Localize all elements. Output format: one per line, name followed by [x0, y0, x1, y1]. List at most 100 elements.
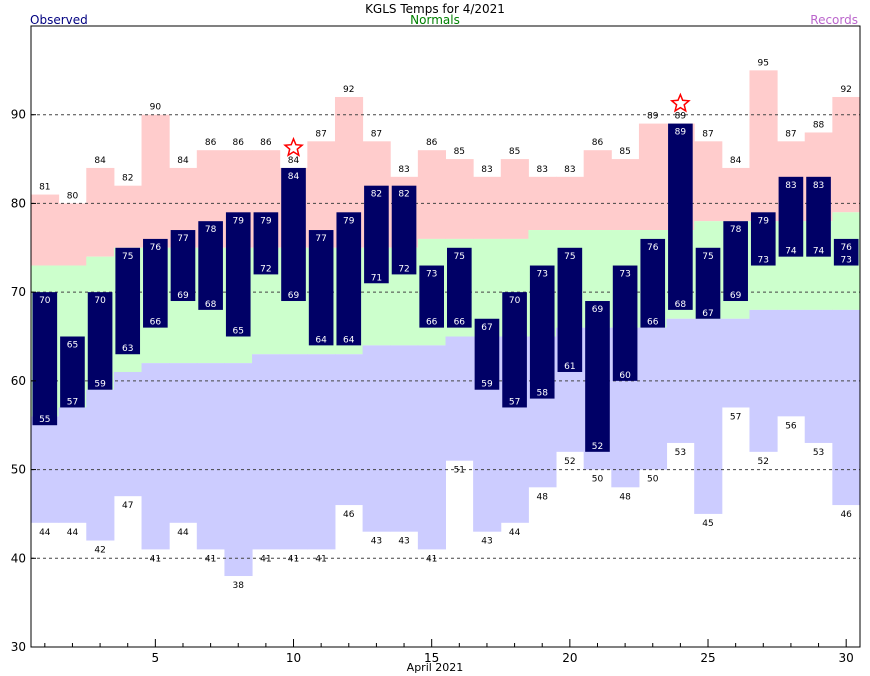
record-high-label: 89	[647, 112, 659, 122]
observed-high-label: 69	[592, 305, 604, 315]
observed-high-label: 73	[536, 270, 547, 280]
observed-bar	[474, 318, 500, 390]
observed-bar	[778, 176, 804, 257]
observed-low-label: 59	[481, 380, 493, 390]
y-tick-label: 30	[11, 640, 26, 654]
y-tick-label: 70	[11, 285, 26, 299]
observed-bar	[750, 212, 776, 266]
observed-bar	[833, 238, 859, 266]
record-low-label: 41	[315, 554, 326, 564]
record-low-label: 51	[454, 466, 465, 476]
observed-low-label: 71	[371, 273, 382, 283]
record-low-label: 53	[813, 448, 824, 458]
observed-low-label: 66	[647, 318, 659, 328]
observed-bar	[170, 230, 196, 302]
observed-low-label: 67	[702, 309, 713, 319]
record-low-band	[390, 345, 419, 532]
record-low-label: 52	[758, 457, 769, 467]
record-high-label: 80	[67, 191, 79, 201]
observed-bar	[336, 212, 362, 346]
record-high-label: 87	[315, 129, 326, 139]
record-low-band	[169, 363, 198, 523]
y-tick-label: 90	[11, 108, 26, 122]
record-high-band	[611, 159, 640, 231]
observed-low-label: 66	[150, 318, 162, 328]
observed-bar	[668, 123, 693, 310]
observed-bar	[640, 238, 666, 328]
observed-low-label: 59	[94, 380, 106, 390]
observed-bar	[364, 185, 389, 284]
y-tick-label: 80	[11, 196, 26, 210]
record-low-label: 47	[122, 501, 133, 511]
record-low-label: 44	[39, 528, 51, 538]
y-tick-label: 50	[11, 463, 26, 477]
record-low-label: 43	[481, 537, 492, 547]
observed-low-label: 73	[758, 256, 769, 266]
record-low-band	[141, 363, 170, 550]
x-tick-label: 25	[700, 651, 715, 665]
record-high-label: 86	[233, 138, 245, 148]
record-high-band	[417, 150, 446, 239]
record-low-band	[252, 354, 281, 550]
record-high-label: 90	[150, 103, 162, 113]
observed-high-label: 77	[315, 234, 326, 244]
x-tick-label: 20	[562, 651, 577, 665]
observed-high-label: 79	[233, 216, 245, 226]
observed-high-label: 76	[647, 243, 659, 253]
record-low-band	[362, 345, 391, 532]
observed-low-label: 55	[39, 415, 50, 425]
record-high-band	[307, 141, 336, 248]
observed-high-label: 75	[122, 252, 133, 262]
record-low-label: 38	[233, 581, 245, 591]
observed-bar	[281, 167, 306, 302]
observed-high-label: 83	[785, 181, 796, 191]
record-low-band	[638, 327, 668, 470]
observed-high-label: 70	[39, 296, 51, 306]
observed-low-label: 60	[619, 371, 631, 381]
record-low-label: 45	[702, 519, 713, 529]
observed-low-label: 68	[675, 300, 687, 310]
observed-low-label: 69	[177, 291, 189, 301]
record-low-label: 41	[205, 554, 216, 564]
record-high-band	[638, 123, 668, 231]
record-low-label: 46	[343, 510, 355, 520]
record-low-label: 42	[94, 546, 105, 556]
observed-high-label: 77	[177, 234, 188, 244]
x-axis-label: April 2021	[406, 661, 464, 674]
record-low-label: 50	[647, 475, 659, 485]
record-star-icon	[283, 136, 304, 157]
record-high-label: 81	[39, 183, 50, 193]
observed-high-label: 78	[730, 225, 742, 235]
record-low-band	[196, 363, 225, 550]
record-low-label: 41	[288, 554, 299, 564]
record-low-label: 43	[398, 537, 409, 547]
record-low-band	[445, 336, 474, 461]
record-star-icon	[669, 92, 691, 113]
record-high-label: 84	[94, 156, 106, 166]
observed-bar	[529, 265, 555, 399]
x-tick-label: 5	[152, 651, 160, 665]
record-high-label: 87	[371, 129, 382, 139]
observed-low-label: 57	[67, 397, 78, 407]
record-low-label: 46	[840, 510, 852, 520]
observed-low-label: 74	[813, 247, 825, 257]
observed-bar-layer	[32, 123, 859, 452]
observed-high-label: 70	[94, 296, 106, 306]
observed-low-label: 66	[454, 318, 466, 328]
record-high-label: 95	[758, 58, 769, 68]
record-low-band	[334, 354, 364, 506]
record-low-label: 41	[260, 554, 271, 564]
x-tick-label: 15	[424, 651, 439, 665]
record-low-band	[113, 371, 143, 497]
record-low-band	[804, 309, 833, 443]
observed-bar	[60, 336, 85, 408]
record-high-band	[86, 167, 115, 257]
observed-low-label: 72	[398, 264, 409, 274]
observed-high-label: 65	[67, 341, 78, 351]
plot-frame	[30, 25, 861, 648]
record-low-label: 57	[730, 412, 741, 422]
observed-low-label: 61	[564, 362, 575, 372]
observed-low-label: 73	[840, 256, 851, 266]
record-high-label: 86	[592, 138, 604, 148]
observed-high-label: 78	[205, 225, 217, 235]
